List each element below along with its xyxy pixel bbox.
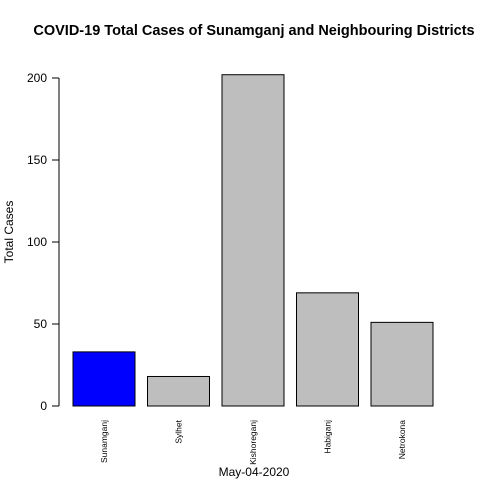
x-axis-category-labels: Sunamganj Sylhet Kishoreganj Habiganj Netrok… bbox=[99, 419, 407, 465]
x-tick-label: Habiganj bbox=[323, 420, 333, 454]
y-tick-label: 0 bbox=[40, 399, 47, 413]
bar-netrokona bbox=[370, 321, 434, 407]
y-axis: 0 50 100 150 200 bbox=[27, 71, 60, 413]
y-tick-label: 50 bbox=[34, 317, 48, 331]
x-tick-label: Kishoreganj bbox=[248, 420, 258, 465]
x-tick-label: Sunamganj bbox=[99, 420, 109, 463]
x-tick-label: Netrokona bbox=[397, 420, 407, 459]
bar-sylhet bbox=[147, 375, 210, 407]
x-axis-label: May-04-2020 bbox=[219, 465, 290, 479]
bars bbox=[72, 74, 434, 407]
bar-habiganj bbox=[296, 292, 359, 407]
bar-sunamganj bbox=[72, 351, 136, 407]
y-tick-label: 150 bbox=[27, 153, 47, 167]
y-axis-label: Total Cases bbox=[2, 201, 16, 264]
x-tick-label: Sylhet bbox=[174, 419, 184, 443]
y-tick-label: 200 bbox=[27, 71, 47, 85]
bar-kishoreganj bbox=[221, 74, 285, 407]
chart-title: COVID-19 Total Cases of Sunamganj and Ne… bbox=[33, 23, 474, 39]
y-tick-label: 100 bbox=[27, 235, 47, 249]
